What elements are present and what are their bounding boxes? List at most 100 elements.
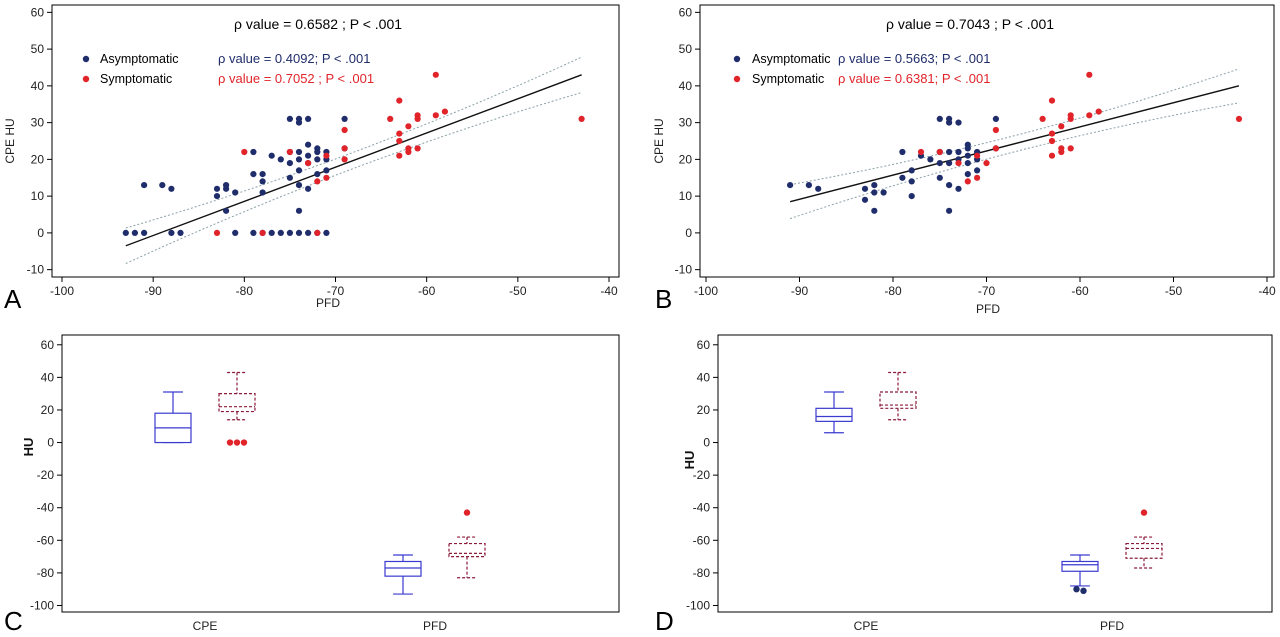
panel-b-asymptomatic-point bbox=[964, 171, 971, 178]
panel-b-letter: B bbox=[655, 284, 672, 314]
panel-b-asymptomatic-point bbox=[964, 145, 971, 152]
panel-b-x-tick-label: -60 bbox=[1071, 284, 1089, 298]
panel-a-asymptomatic-point bbox=[213, 193, 221, 200]
panel-a-ci-lower bbox=[125, 92, 582, 264]
panel-a-symptomatic-point bbox=[414, 112, 421, 119]
panel-a-y-axis-label: CPE HU bbox=[3, 118, 17, 163]
panel-c-marks: -100 -80 -60 -40 -20 0 20 40 60 CPE PFD bbox=[30, 338, 486, 633]
panel-b-y-tick-label: -10 bbox=[675, 263, 693, 277]
panel-c-y-tick-label: -20 bbox=[37, 468, 55, 482]
panel-c-symptomatic-box bbox=[448, 542, 486, 558]
panel-b-symptomatic-point bbox=[964, 178, 971, 185]
panel-b-symptomatic-point bbox=[1086, 71, 1093, 78]
panel-b-symptomatic-point bbox=[1067, 112, 1074, 119]
panel-b-symptomatic-point bbox=[1095, 108, 1102, 115]
panel-a-legend-asym-stat: ρ value = 0.4092; P < .001 bbox=[218, 51, 370, 66]
panel-a-y-tick-label: 60 bbox=[31, 5, 45, 19]
panel-d-y-tick-label: 60 bbox=[697, 338, 711, 352]
panel-a-asymptomatic-point bbox=[268, 229, 275, 236]
panel-a-symptomatic-point bbox=[241, 148, 248, 156]
panel-a-legend-sym-label: Symptomatic bbox=[100, 72, 172, 86]
panel-b-asymptomatic-point bbox=[908, 167, 915, 174]
panel-d-category-label: CPE bbox=[854, 619, 879, 633]
panel-b-x-tick-label: -100 bbox=[694, 284, 718, 298]
panel-a-x-tick-label: -40 bbox=[600, 284, 618, 298]
panel-c-y-tick-label: 20 bbox=[41, 403, 55, 417]
panel-b-asymptomatic-point bbox=[936, 160, 943, 167]
panel-b-asymptomatic-point bbox=[927, 156, 934, 163]
panel-a-asymptomatic-point bbox=[314, 156, 321, 163]
panel-b-x-tick-label: -90 bbox=[791, 284, 809, 298]
panel-b-x-tick-label: -80 bbox=[884, 284, 902, 298]
panel-c-y-tick-label: -40 bbox=[37, 501, 55, 515]
panel-a-symptomatic-point bbox=[405, 148, 412, 156]
panel-b-asymptomatic-point bbox=[936, 174, 943, 181]
panel-d-y-tick-label: 0 bbox=[703, 436, 710, 450]
panel-a-y-tick-label: 40 bbox=[31, 79, 45, 93]
panel-a-symptomatic-point bbox=[341, 156, 348, 163]
panel-b-asymptomatic-point bbox=[815, 185, 822, 192]
panel-a-plot-frame bbox=[51, 4, 620, 278]
panel-a-asymptomatic-point bbox=[232, 189, 239, 196]
panel-c-y-tick-label: -80 bbox=[37, 566, 55, 580]
panel-c-category-label: CPE bbox=[193, 619, 218, 633]
panel-b-asymptomatic-point bbox=[974, 167, 981, 174]
panel-a-asymptomatic-point bbox=[295, 167, 303, 174]
panel-b-legend-asym-marker bbox=[733, 55, 741, 63]
panel-b-legend-sym-label: Symptomatic bbox=[752, 72, 824, 86]
panel-a-symptomatic-point bbox=[396, 152, 403, 159]
panel-d-y-tick-label: -40 bbox=[693, 501, 711, 515]
panel-a-symptomatic-point bbox=[323, 174, 330, 181]
panel-a-symptomatic-point bbox=[396, 137, 403, 145]
panel-b-symptomatic-point bbox=[1067, 145, 1074, 152]
panel-b-fit-line bbox=[789, 85, 1240, 203]
panel-b-y-tick-label: 0 bbox=[685, 226, 692, 240]
panel-a-asymptomatic-point bbox=[141, 229, 148, 236]
panel-b-asymptomatic-point bbox=[946, 207, 953, 214]
panel-a-x-tick-label: -100 bbox=[50, 284, 74, 298]
panel-b-symptomatic-point bbox=[917, 148, 925, 156]
panel-a-legend-asym-marker bbox=[82, 55, 90, 63]
panel-b-asymptomatic-point bbox=[805, 182, 813, 189]
panel-a-asymptomatic-point bbox=[223, 185, 230, 192]
panel-b-x-tick-label: -40 bbox=[1258, 284, 1276, 298]
panel-a-overall-stat: ρ value = 0.6582 ; P < .001 bbox=[234, 16, 402, 32]
panel-b-legend-sym-stat: ρ value = 0.6381; P < .001 bbox=[838, 71, 990, 86]
panel-a-asymptomatic-point bbox=[232, 229, 239, 236]
panel-a-asymptomatic-point bbox=[295, 156, 303, 163]
panel-a-y-tick-label: 20 bbox=[31, 152, 45, 166]
panel-a: A ρ value = 0.6582 ; P < .001 Asymptomat… bbox=[3, 4, 620, 314]
panel-a-asymptomatic-point bbox=[250, 171, 257, 178]
panel-a-x-tick-label: -80 bbox=[236, 284, 254, 298]
panel-d-symptomatic-box bbox=[879, 391, 917, 409]
panel-c-y-axis-label: HU bbox=[21, 438, 36, 457]
panel-b-asymptomatic-point bbox=[880, 189, 887, 196]
panel-d-y-tick-label: -80 bbox=[693, 566, 711, 580]
panel-b-symptomatic-point bbox=[992, 126, 1000, 134]
panel-a-asymptomatic-point bbox=[295, 182, 303, 189]
panel-b-asymptomatic-point bbox=[908, 193, 915, 200]
panel-a-symptomatic-point bbox=[432, 71, 439, 78]
panel-a-y-tick-label: 10 bbox=[31, 189, 45, 203]
panel-b-symptomatic-point bbox=[1058, 123, 1065, 130]
panel-a-symptomatic-point bbox=[213, 229, 221, 236]
panel-c-symptomatic-outlier bbox=[240, 439, 248, 446]
panel-a-y-tick-label: 30 bbox=[31, 116, 45, 130]
panel-b-symptomatic-point bbox=[1048, 130, 1056, 137]
panel-b-symptomatic-point bbox=[974, 152, 981, 159]
panel-a-symptomatic-point bbox=[305, 160, 312, 167]
panel-b-x-tick-label: -50 bbox=[1165, 284, 1183, 298]
panel-d-asymptomatic-outlier bbox=[1080, 587, 1087, 595]
panel-b-asymptomatic-point bbox=[908, 178, 915, 185]
panel-a-symptomatic-point bbox=[341, 126, 348, 134]
panel-a-symptomatic-point bbox=[578, 115, 585, 122]
panel-d-category-label: PFD bbox=[1100, 619, 1124, 633]
panel-a-x-tick-label: -90 bbox=[144, 284, 162, 298]
panel-a-symptomatic-point bbox=[441, 108, 448, 115]
panel-a-asymptomatic-point bbox=[323, 229, 330, 236]
panel-a-asymptomatic-point bbox=[122, 229, 129, 236]
panel-c-plot-frame bbox=[61, 334, 620, 613]
panel-b-y-tick-label: 30 bbox=[679, 116, 693, 130]
